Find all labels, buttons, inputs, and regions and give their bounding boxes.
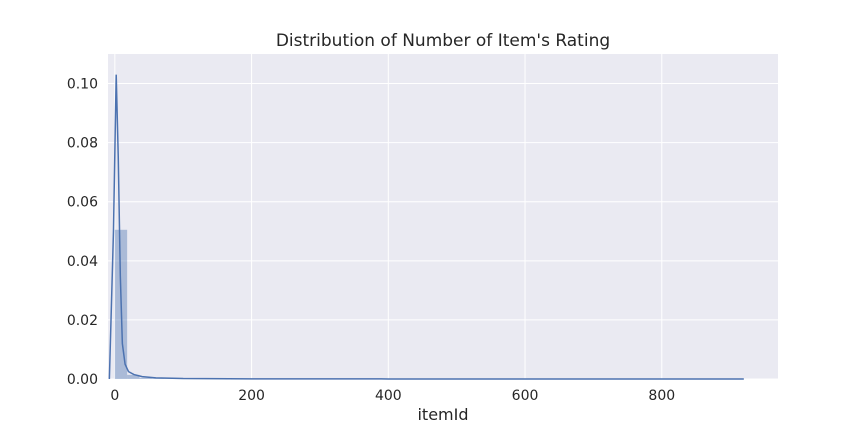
histogram-bar [139,377,152,379]
grid-lines [108,54,778,380]
y-tick-label: 0.00 [67,372,98,388]
y-tick-label: 0.10 [67,77,98,93]
chart-title: Distribution of Number of Item's Rating [276,31,610,51]
plot-background [108,54,778,379]
x-axis-label: itemId [417,405,468,424]
x-tick-labels: 0 200 400 600 800 [110,388,675,404]
x-tick-label: 400 [375,388,402,404]
y-tick-label: 0.04 [67,254,98,270]
x-tick-label: 200 [238,388,265,404]
histogram-bar [127,374,140,379]
y-tick-label: 0.08 [67,136,98,152]
x-tick-label: 800 [648,388,675,404]
kde-line [108,74,744,380]
x-tick-label: 0 [110,388,119,404]
y-tick-labels: 0.00 0.02 0.04 0.06 0.08 0.10 [67,77,98,388]
y-tick-label: 0.02 [67,313,98,329]
x-tick-label: 600 [512,388,539,404]
y-tick-label: 0.06 [67,195,98,211]
